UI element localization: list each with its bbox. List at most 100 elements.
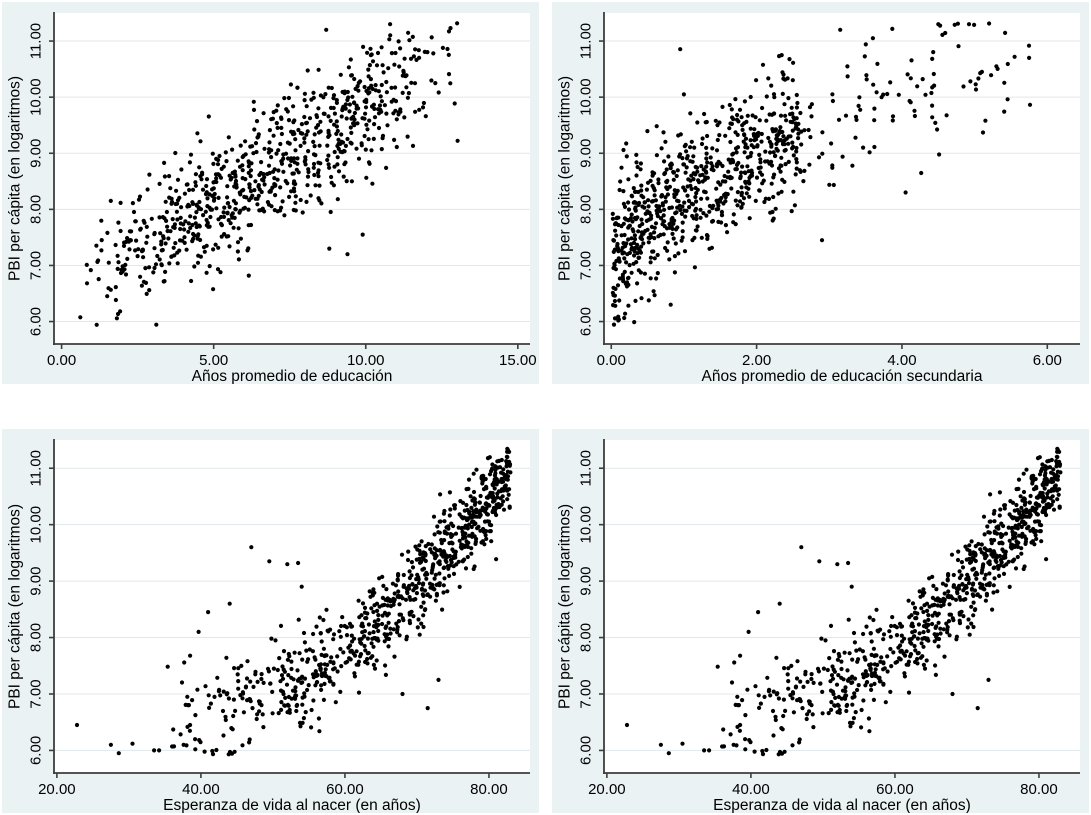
scatter-point <box>786 141 791 146</box>
scatter-point <box>694 228 699 233</box>
scatter-point <box>487 529 492 534</box>
scatter-point <box>235 240 241 245</box>
scatter-point <box>952 22 957 27</box>
scatter-point <box>364 175 369 180</box>
scatter-point <box>341 650 346 655</box>
scatter-point <box>997 563 1003 568</box>
scatter-point <box>683 214 688 219</box>
scatter-point <box>661 130 666 135</box>
scatter-point <box>116 260 121 265</box>
scatter-point <box>224 655 229 660</box>
scatter-point <box>885 654 890 659</box>
scatter-point <box>827 182 832 187</box>
scatter-point <box>665 192 670 197</box>
scatter-point <box>760 105 765 111</box>
scatter-point <box>975 706 980 711</box>
scatter-point <box>845 678 851 683</box>
scatter-point <box>327 675 332 680</box>
scatter-point <box>391 111 396 116</box>
scatter-point <box>910 601 916 606</box>
scatter-point <box>731 117 736 122</box>
scatter-point <box>1000 533 1005 538</box>
scatter-point <box>254 119 260 124</box>
scatter-point <box>971 566 977 571</box>
scatter-point <box>1039 539 1044 544</box>
scatter-point <box>789 663 794 668</box>
scatter-point <box>369 52 374 57</box>
y-tick-label: 10.00 <box>578 506 595 544</box>
scatter-point <box>387 597 392 602</box>
scatter-point <box>686 177 691 182</box>
scatter-point <box>290 688 296 693</box>
scatter-point <box>852 640 857 645</box>
scatter-point <box>268 681 273 686</box>
scatter-point <box>680 229 685 234</box>
scatter-point <box>788 134 793 139</box>
scatter-point <box>151 270 156 275</box>
scatter-point <box>714 148 720 153</box>
scatter-point <box>170 199 175 205</box>
scatter-point <box>439 537 444 543</box>
scatter-point <box>874 653 879 658</box>
scatter-point <box>610 211 615 216</box>
scatter-point <box>997 573 1002 578</box>
scatter-point <box>376 125 382 131</box>
scatter-point <box>108 742 113 747</box>
scatter-point <box>371 587 376 592</box>
scatter-point <box>221 733 226 738</box>
scatter-point <box>840 154 845 159</box>
scatter-point <box>289 158 294 163</box>
scatter-point <box>434 548 439 553</box>
scatter-point <box>642 271 647 276</box>
scatter-point <box>413 597 418 602</box>
scatter-point <box>816 669 821 674</box>
scatter-point <box>236 686 241 691</box>
scatter-point <box>505 446 510 451</box>
scatter-point <box>946 593 951 598</box>
scatter-point <box>615 246 620 251</box>
scatter-point <box>333 700 338 705</box>
scatter-point <box>492 486 497 491</box>
scatter-point <box>345 136 350 142</box>
scatter-point <box>845 668 850 673</box>
scatter-point <box>720 744 725 749</box>
scatter-point <box>267 559 272 564</box>
scatter-point <box>629 212 634 217</box>
scatter-point <box>981 514 987 519</box>
scatter-point <box>956 549 961 554</box>
scatter-point <box>1020 534 1025 539</box>
scatter-point <box>495 459 500 464</box>
scatter-point <box>187 160 192 165</box>
scatter-point <box>327 133 332 138</box>
scatter-point <box>507 449 512 454</box>
scatter-point <box>344 633 350 638</box>
scatter-point <box>149 216 154 221</box>
scatter-point <box>357 615 362 620</box>
scatter-point <box>1013 531 1018 536</box>
scatter-point <box>349 648 354 653</box>
scatter-point <box>477 500 482 505</box>
scatter-point <box>293 148 298 153</box>
scatter-point <box>115 311 121 317</box>
scatter-point <box>998 507 1003 512</box>
scatter-point <box>680 204 685 209</box>
scatter-point <box>494 502 499 507</box>
scatter-point <box>269 155 274 160</box>
scatter-point <box>373 83 378 88</box>
scatter-point <box>135 254 140 259</box>
scatter-point <box>419 539 424 544</box>
scatter-point <box>302 136 307 141</box>
scatter-point <box>294 708 299 714</box>
scatter-point <box>871 646 876 651</box>
scatter-point <box>182 660 187 665</box>
scatter-point <box>850 163 855 168</box>
scatter-point <box>643 228 648 234</box>
scatter-point <box>506 492 511 497</box>
scatter-point <box>301 630 307 636</box>
scatter-point <box>291 677 296 682</box>
scatter-point <box>776 191 781 196</box>
scatter-point <box>289 659 294 664</box>
scatter-point <box>1046 489 1051 494</box>
scatter-point <box>699 196 704 201</box>
